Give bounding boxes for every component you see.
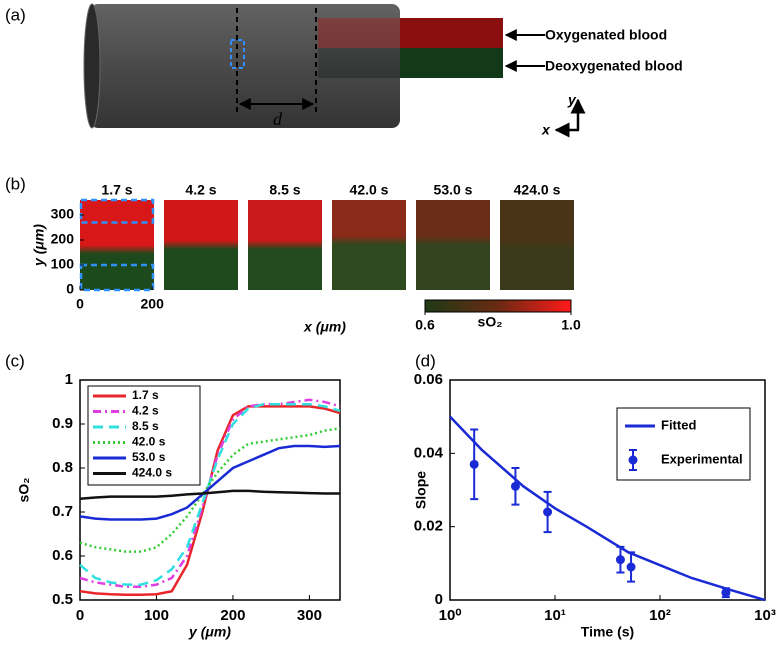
x-tick-label: 100 (144, 607, 169, 624)
x-tick-label: 10¹ (544, 607, 566, 624)
y-tick-label: 200 (51, 231, 75, 247)
oximetry-image (332, 200, 406, 290)
data-line (79, 444, 341, 521)
data-point (615, 555, 625, 565)
legend-swatch (628, 455, 638, 465)
colorbar-tick-label: 0.6 (415, 317, 435, 333)
time-label: 42.0 s (350, 182, 389, 198)
x-tick-label: 10³ (754, 607, 776, 624)
y-axis-label: Slope (413, 471, 429, 509)
data-point (510, 481, 520, 491)
x-tick-label: 200 (220, 607, 245, 624)
time-label: 4.2 s (185, 182, 216, 198)
data-point (626, 562, 636, 572)
data-line (79, 427, 341, 553)
x-axis-label: y (μm) (188, 624, 231, 640)
legend-label: 424.0 s (132, 466, 172, 480)
roi-box (79, 263, 155, 292)
y-axis-label: sO₂ (16, 478, 32, 503)
oxy-inside (318, 18, 400, 48)
distance-label: d (273, 109, 283, 129)
x-tick-label: 10² (649, 607, 671, 624)
y-tick-label: 0 (66, 281, 74, 297)
x-tick-label: 10⁰ (439, 607, 462, 624)
legend-label: 8.5 s (132, 419, 159, 433)
data-line (79, 489, 340, 501)
oximetry-image (164, 200, 238, 290)
colorbar-tick-label: 1.0 (561, 317, 581, 333)
x-tick-label: 300 (297, 607, 322, 624)
legend-label: 42.0 s (132, 435, 166, 449)
oximetry-image (248, 200, 322, 290)
y-tick-label: 0.04 (414, 444, 444, 461)
data-point (721, 588, 731, 598)
legend-label: Experimental (661, 451, 743, 466)
annotation: Oxygenated blood (545, 27, 667, 43)
x-axis-label: Time (s) (581, 624, 634, 640)
time-label: 8.5 s (269, 182, 300, 198)
legend-label: 53.0 s (132, 450, 166, 464)
oximetry-image (80, 200, 154, 290)
y-tick-label: 0.6 (52, 547, 73, 564)
plot-frame (79, 379, 341, 601)
y-tick-label: 0.06 (414, 371, 443, 388)
data-point (543, 507, 553, 517)
x-tick-label: 0 (76, 296, 84, 312)
cylinder-end (83, 3, 101, 129)
time-label: 1.7 s (101, 182, 132, 198)
panel-label: (a) (5, 5, 26, 24)
colorbar-label: sO₂ (478, 314, 503, 330)
x-tick-label: 0 (76, 607, 84, 624)
axis-label: x (μm) (303, 319, 346, 335)
plot-frame (449, 379, 766, 601)
legend-label: 1.7 s (132, 388, 159, 402)
panel-label: (c) (5, 351, 25, 370)
legend-box (616, 407, 751, 481)
axis-label: y (μm) (31, 224, 47, 267)
x-tick-label: 200 (141, 296, 165, 312)
panel-label: (b) (5, 174, 26, 193)
axis-symbol: y (567, 92, 577, 108)
y-tick-label: 100 (51, 256, 75, 272)
vessel-diagram (83, 3, 586, 138)
oximetry-image (500, 200, 574, 290)
y-tick-label: 0.5 (52, 591, 73, 608)
y-tick-label: 0.8 (52, 459, 73, 476)
annotation: Deoxygenated blood (545, 58, 683, 74)
y-tick-label: 0.9 (52, 415, 73, 432)
y-tick-label: 0.7 (52, 503, 73, 520)
legend-box (87, 385, 201, 486)
legend-label: 4.2 s (132, 404, 159, 418)
data-line (79, 402, 341, 586)
panel-label: (d) (415, 351, 436, 370)
y-tick-label: 0.02 (414, 518, 443, 535)
colorbar (424, 299, 572, 313)
time-label: 53.0 s (434, 182, 473, 198)
legend-label: Fitted (661, 417, 696, 432)
y-tick-label: 0 (435, 591, 443, 608)
data-point (469, 459, 479, 469)
axis-symbol: x (541, 122, 551, 138)
oximetry-image (416, 200, 490, 290)
y-tick-label: 1 (65, 371, 73, 388)
time-label: 424.0 s (514, 182, 561, 198)
roi-box (79, 198, 155, 224)
y-tick-label: 300 (51, 206, 75, 222)
fit-line (449, 415, 766, 602)
